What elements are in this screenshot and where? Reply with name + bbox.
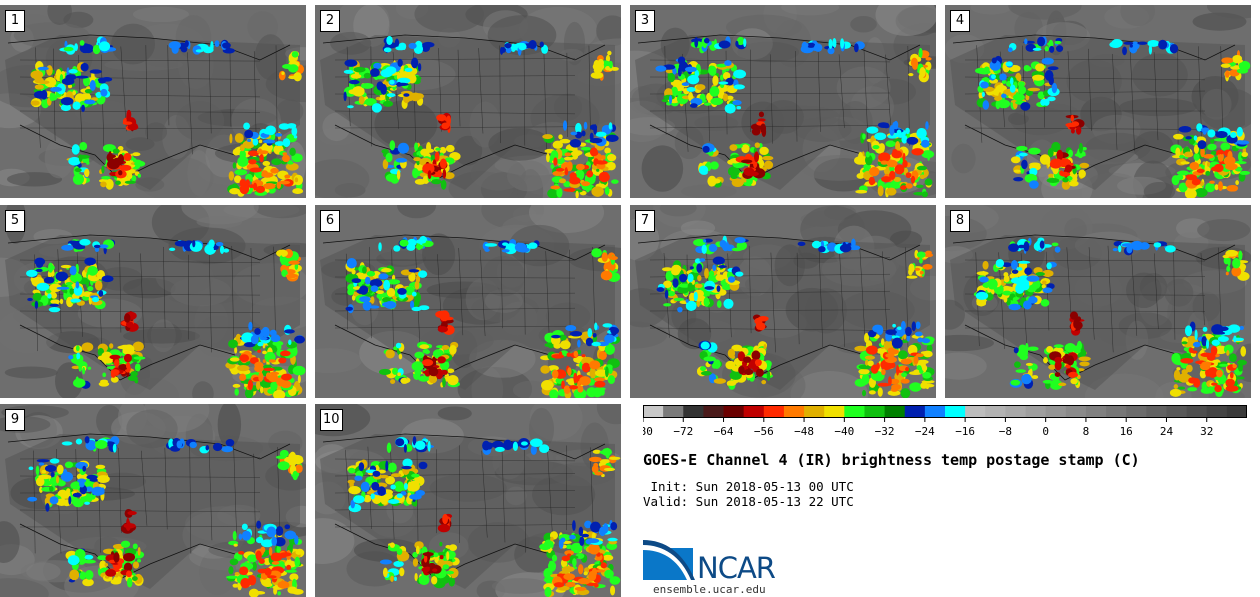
ncar-logo-text: NCAR: [697, 551, 776, 585]
ir-map: [315, 205, 621, 398]
panel-number: 5: [5, 210, 25, 232]
stamp-panel-9[interactable]: 9: [0, 404, 306, 597]
colorbar-swatch: [985, 405, 1006, 418]
colorbar-swatch: [1025, 405, 1047, 418]
colorbar-frame: [643, 405, 1247, 418]
colorbar-tick-label: −80: [643, 425, 653, 437]
colorbar-tick-label: −40: [834, 425, 854, 437]
panel-number: 3: [635, 10, 655, 32]
colorbar-tick-label: −8: [999, 425, 1012, 437]
colorbar-tick-label: 24: [1160, 425, 1174, 437]
ir-map: [630, 205, 936, 398]
colorbar-swatch: [723, 405, 745, 418]
panel-number: 9: [5, 409, 25, 431]
colorbar-swatch: [945, 405, 966, 418]
stamp-panel-4[interactable]: 4: [945, 5, 1251, 198]
colorbar-swatch: [643, 405, 664, 418]
colorbar-swatch: [844, 405, 865, 418]
colorbar-swatch: [904, 405, 926, 418]
colorbar-tick-label: −48: [794, 425, 814, 437]
colorbar-swatch: [1226, 405, 1247, 418]
colorbar-tick-label: 8: [1083, 425, 1090, 437]
stamp-panel-6[interactable]: 6: [315, 205, 621, 398]
panel-number: 10: [320, 409, 343, 431]
colorbar-swatch: [1146, 405, 1167, 418]
colorbar-swatch: [1065, 405, 1087, 418]
colorbar-swatch: [1206, 405, 1228, 418]
colorbar-swatch: [884, 405, 906, 418]
panel-number: 2: [320, 10, 340, 32]
colorbar-swatch: [743, 405, 765, 418]
panel-number: 7: [635, 210, 655, 232]
colorbar-swatch: [783, 405, 805, 418]
ir-map: [0, 5, 306, 198]
colorbar-swatch: [703, 405, 724, 418]
ir-map: [945, 205, 1251, 398]
colorbar-swatch: [1126, 405, 1147, 418]
colorbar-swatch: [683, 405, 704, 418]
colorbar-tick-label: 32: [1200, 425, 1213, 437]
stamp-panel-5[interactable]: 5: [0, 205, 306, 398]
ir-map: [315, 404, 621, 597]
colorbar-swatch: [1005, 405, 1026, 418]
colorbar-swatch: [1186, 405, 1208, 418]
colorbar-swatch: [804, 405, 825, 418]
colorbar-swatch: [824, 405, 845, 418]
ir-map: [0, 404, 306, 597]
colorbar-swatch: [1045, 405, 1067, 418]
colorbar-tick-label: −64: [714, 425, 734, 437]
colorbar-tick-label: −16: [955, 425, 975, 437]
stamp-panel-8[interactable]: 8: [945, 205, 1251, 398]
stamp-panel-3[interactable]: 3: [630, 5, 936, 198]
panel-number: 4: [950, 10, 970, 32]
colorbar-swatch: [965, 405, 986, 418]
init-time: Init: Sun 2018-05-13 00 UTC: [643, 479, 854, 494]
figure-title: GOES-E Channel 4 (IR) brightness temp po…: [643, 451, 1140, 469]
colorbar-tick-label: −72: [673, 425, 693, 437]
stamp-panel-1[interactable]: 1: [0, 5, 306, 198]
ir-map: [0, 205, 306, 398]
colorbar-swatch: [663, 405, 684, 418]
colorbar-tick-label: −24: [915, 425, 935, 437]
colorbar-swatch: [1166, 405, 1187, 418]
panel-number: 8: [950, 210, 970, 232]
stamp-panel-2[interactable]: 2: [315, 5, 621, 198]
colorbar-swatch: [924, 405, 946, 418]
colorbar-swatch: [864, 405, 885, 418]
colorbar-swatch: [1106, 405, 1127, 418]
valid-time: Valid: Sun 2018-05-13 22 UTC: [643, 494, 854, 509]
stamp-panel-7[interactable]: 7: [630, 205, 936, 398]
stamp-panel-10[interactable]: 10: [315, 404, 621, 597]
colorbar-swatch: [1085, 405, 1107, 418]
site-url[interactable]: ensemble.ucar.edu: [653, 583, 766, 596]
ir-map: [945, 5, 1251, 198]
panel-number: 6: [320, 210, 340, 232]
colorbar-tick-label: 16: [1120, 425, 1133, 437]
ir-map: [630, 5, 936, 198]
colorbar-tick-label: 0: [1042, 425, 1049, 437]
colorbar-swatch: [763, 405, 785, 418]
colorbar-tick-label: −32: [875, 425, 895, 437]
ncar-logo-icon: [643, 540, 695, 580]
panel-number: 1: [5, 10, 25, 32]
ir-map: [315, 5, 621, 198]
colorbar-tick-label: −56: [754, 425, 774, 437]
